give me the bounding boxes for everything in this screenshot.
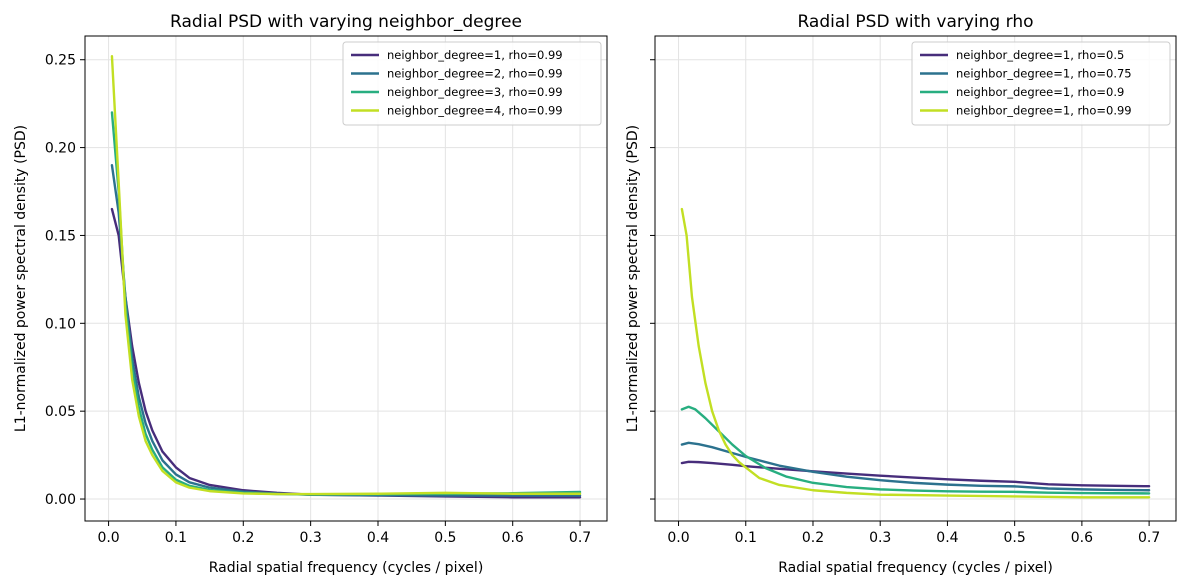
right-x-tick-label-5: 0.5	[1004, 530, 1026, 546]
left-y-tick-label-1: 0.05	[45, 404, 76, 420]
left-series-line-1	[110, 163, 582, 497]
right-x-tick-label-4: 0.4	[936, 530, 958, 546]
left-series-group	[110, 55, 582, 499]
right-chart-title: Radial PSD with varying rho	[797, 12, 1033, 32]
left-x-axis-label: Radial spatial frequency (cycles / pixel…	[209, 560, 484, 576]
right-x-tick-label-1: 0.1	[735, 530, 757, 546]
left-x-tick-label-0: 0.0	[97, 530, 119, 546]
right-series-line-3	[680, 207, 1151, 499]
right-series-group	[680, 207, 1151, 499]
right-legend-label-1: neighbor_degree=1, rho=0.75	[956, 67, 1132, 81]
right-x-axis-label: Radial spatial frequency (cycles / pixel…	[778, 560, 1053, 576]
right-series-line-1	[680, 441, 1151, 492]
right-series-line-0	[680, 460, 1151, 488]
left-series-line-3	[110, 55, 582, 496]
left-y-tick-label-3: 0.15	[45, 228, 76, 244]
left-legend-label-3: neighbor_degree=4, rho=0.99	[387, 104, 563, 118]
right-y-axis-label: L1-normalized power spectral density (PS…	[625, 125, 641, 432]
left-plot-frame	[84, 35, 608, 522]
left-x-tick-label-6: 0.6	[502, 530, 524, 546]
left-x-tick-label-7: 0.7	[569, 530, 591, 546]
left-y-tick-label-2: 0.10	[45, 316, 76, 332]
right-legend-label-2: neighbor_degree=1, rho=0.9	[956, 85, 1124, 99]
left-x-tick-label-1: 0.1	[165, 530, 187, 546]
left-series-line-0	[110, 207, 582, 499]
left-y-tick-label-5: 0.25	[45, 53, 76, 69]
left-legend: neighbor_degree=1, rho=0.99 neighbor_degr…	[342, 41, 602, 126]
left-x-tick-label-2: 0.2	[232, 530, 254, 546]
left-legend-label-1: neighbor_degree=2, rho=0.99	[387, 67, 563, 81]
right-y-ticks	[650, 59, 655, 500]
left-subplot: Radial PSD with varying neighbor_degree …	[13, 12, 608, 576]
right-series-line-2	[680, 405, 1151, 495]
left-chart-title: Radial PSD with varying neighbor_degree	[170, 12, 522, 32]
left-x-ticks: 0.0 0.1 0.2 0.3 0.4 0.5 0.6 0.7	[97, 521, 591, 546]
right-x-tick-label-2: 0.2	[802, 530, 824, 546]
left-y-tick-label-0: 0.00	[45, 492, 76, 508]
left-legend-box	[342, 41, 602, 126]
right-legend-box	[911, 41, 1171, 126]
right-x-tick-label-6: 0.6	[1071, 530, 1093, 546]
left-x-tick-label-4: 0.4	[367, 530, 389, 546]
left-y-ticks: 0.00 0.05 0.10 0.15 0.20 0.25	[45, 53, 85, 508]
right-plot-frame	[654, 35, 1177, 522]
right-legend-label-0: neighbor_degree=1, rho=0.5	[956, 48, 1124, 62]
left-legend-label-2: neighbor_degree=3, rho=0.99	[387, 85, 563, 99]
left-y-axis-label: L1-normalized power spectral density (PS…	[13, 125, 29, 432]
right-x-tick-label-3: 0.3	[869, 530, 891, 546]
left-x-tick-label-3: 0.3	[300, 530, 322, 546]
right-legend-label-3: neighbor_degree=1, rho=0.99	[956, 104, 1132, 118]
right-x-ticks: 0.0 0.1 0.2 0.3 0.4 0.5 0.6 0.7	[667, 521, 1160, 546]
right-legend: neighbor_degree=1, rho=0.5 neighbor_degre…	[911, 41, 1171, 126]
left-series-line-2	[110, 111, 582, 496]
left-legend-label-0: neighbor_degree=1, rho=0.99	[387, 48, 563, 62]
right-x-tick-label-0: 0.0	[667, 530, 689, 546]
left-y-tick-label-4: 0.20	[45, 141, 76, 157]
right-x-tick-label-7: 0.7	[1138, 530, 1160, 546]
right-subplot: Radial PSD with varying rho 0.0 0.1 0.2 0.3…	[625, 12, 1177, 576]
left-x-tick-label-5: 0.5	[434, 530, 456, 546]
